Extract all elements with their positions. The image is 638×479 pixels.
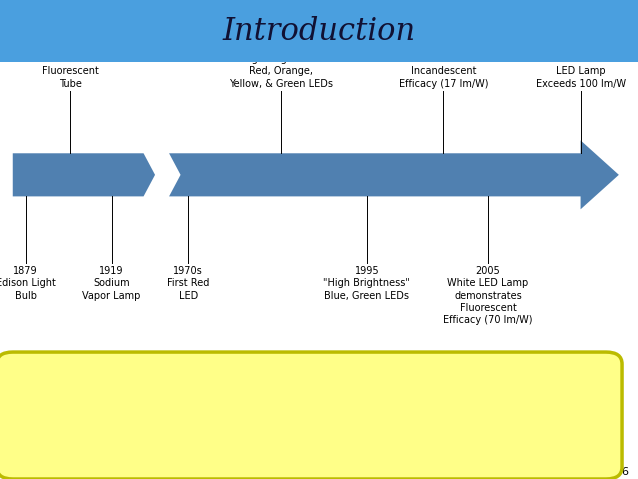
Polygon shape (169, 140, 619, 209)
Text: •  Current lighting technology is over 120 years old
•  LEDs began as just indic: • Current lighting technology is over 12… (29, 385, 496, 442)
Text: 1901
Fluorescent
Tube: 1901 Fluorescent Tube (41, 54, 99, 89)
Text: Solid State  Lighting: Solid State Lighting (442, 369, 534, 378)
Text: 2005
White LED Lamp
demonstrates
Fluorescent
Efficacy (70 lm/W): 2005 White LED Lamp demonstrates Fluores… (443, 266, 533, 325)
Text: Calculators and
Indicators: Calculators and Indicators (153, 369, 223, 388)
FancyBboxPatch shape (0, 352, 622, 479)
Text: ~1990
"High Brightness"
Red, Orange,
Yellow, & Green LEDs: ~1990 "High Brightness" Red, Orange, Yel… (228, 41, 333, 89)
Text: Introduction: Introduction (223, 16, 415, 46)
Text: 2000
White LED Lamp
demonstrates
Incandescent
Efficacy (17 lm/W): 2000 White LED Lamp demonstrates Incande… (399, 29, 488, 89)
Text: 6: 6 (621, 467, 628, 477)
Bar (0, 0, 638, 62)
Text: 1919
Sodium
Vapor Lamp: 1919 Sodium Vapor Lamp (82, 266, 141, 301)
Text: 1970s
First Red
LED: 1970s First Red LED (167, 266, 209, 301)
Polygon shape (13, 153, 155, 196)
Text: 2009
Production White
LED Lamp
Exceeds 100 lm/W: 2009 Production White LED Lamp Exceeds 1… (535, 41, 626, 89)
Text: Monochrome
signs: Monochrome signs (251, 369, 310, 388)
Text: 1995
"High Brightness"
Blue, Green LEDs: 1995 "High Brightness" Blue, Green LEDs (323, 266, 410, 301)
Text: Full Color Signs: Full Color Signs (332, 369, 401, 378)
Text: 1879
Edison Light
Bulb: 1879 Edison Light Bulb (0, 266, 56, 301)
